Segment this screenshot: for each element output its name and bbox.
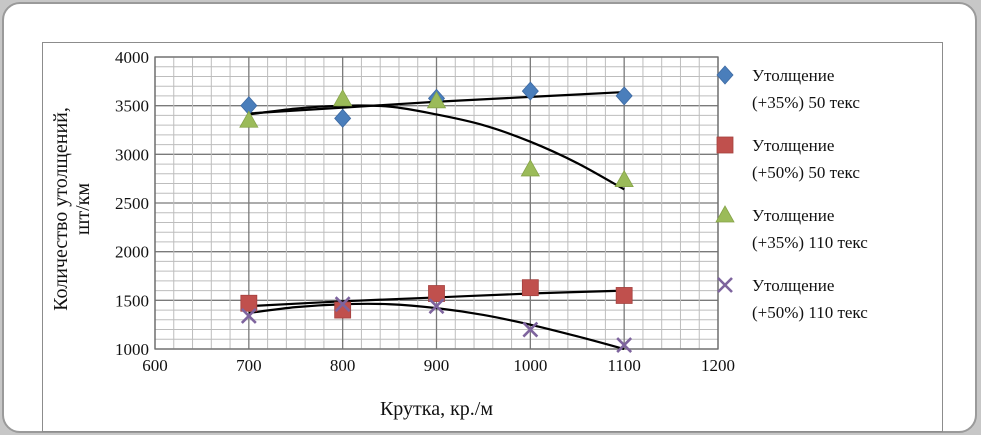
y-tick-label: 2000 bbox=[115, 243, 149, 262]
y-axis-title: Количество утолщений,шт/км bbox=[50, 107, 94, 311]
x-axis-title: Крутка, кр./м bbox=[380, 398, 493, 420]
y-tick-label: 3000 bbox=[115, 145, 149, 164]
y-tick-label: 2500 bbox=[115, 194, 149, 213]
legend-entry: Утолщение (+50%) 110 текс bbox=[752, 276, 868, 322]
legend-marker-triangle bbox=[715, 205, 735, 223]
legend-label-line: Утолщение bbox=[752, 276, 834, 295]
legend-entry: Утолщение (+35%) 110 текс bbox=[752, 206, 868, 252]
legend-label-line: (+50%) 110 текс bbox=[752, 303, 868, 322]
x-tick-label: 1200 bbox=[701, 356, 735, 375]
data-point-triangle bbox=[520, 159, 541, 177]
data-point-x bbox=[334, 296, 351, 313]
x-tick-label: 600 bbox=[142, 356, 168, 375]
legend-marker-square bbox=[716, 136, 734, 154]
data-point-triangle bbox=[426, 90, 447, 109]
y-tick-label: 1000 bbox=[115, 340, 149, 359]
legend-label-line: Утолщение bbox=[752, 66, 834, 85]
legend-entry: Утолщение (+35%) 50 текс bbox=[752, 66, 860, 112]
y-tick-label: 3500 bbox=[115, 97, 149, 116]
data-point-triangle bbox=[332, 89, 353, 107]
trend-line bbox=[248, 302, 625, 351]
data-point-diamond bbox=[521, 81, 539, 101]
plot-border bbox=[154, 56, 719, 350]
legend-entry: Утолщение (+50%) 50 текс bbox=[752, 136, 860, 182]
y-axis-title-line: Количество утолщений, bbox=[50, 107, 72, 311]
x-tick-label: 800 bbox=[330, 356, 356, 375]
legend-label-line: Утолщение bbox=[752, 136, 834, 155]
data-point-square bbox=[428, 285, 445, 302]
data-point-square bbox=[615, 287, 633, 304]
data-point-x bbox=[522, 321, 539, 338]
legend-label-line: (+50%) 50 текс bbox=[752, 163, 860, 182]
data-point-square bbox=[240, 294, 258, 312]
data-point-x bbox=[240, 307, 257, 324]
x-tick-label: 700 bbox=[236, 356, 262, 375]
x-tick-label: 900 bbox=[424, 356, 450, 375]
trend-line bbox=[248, 104, 625, 191]
data-point-square bbox=[521, 279, 539, 297]
data-point-square bbox=[334, 301, 352, 319]
y-tick-label: 1500 bbox=[115, 291, 149, 310]
x-tick-label: 1000 bbox=[513, 356, 547, 375]
data-point-diamond bbox=[334, 108, 352, 128]
data-point-x bbox=[428, 298, 445, 315]
legend-label-line: (+35%) 110 текс bbox=[752, 233, 868, 252]
data-point-x bbox=[616, 337, 633, 354]
legend-marker-diamond bbox=[716, 65, 734, 85]
legend-label-line: (+35%) 50 текс bbox=[752, 93, 860, 112]
data-point-triangle bbox=[614, 169, 634, 188]
y-tick-label: 4000 bbox=[115, 48, 149, 67]
legend-marker-x bbox=[717, 277, 733, 293]
legend-label-line: Утолщение bbox=[752, 206, 834, 225]
x-tick-label: 1100 bbox=[607, 356, 640, 375]
data-point-triangle bbox=[239, 110, 259, 128]
data-point-diamond bbox=[615, 86, 633, 106]
y-axis-title-line: шт/км bbox=[72, 183, 94, 235]
